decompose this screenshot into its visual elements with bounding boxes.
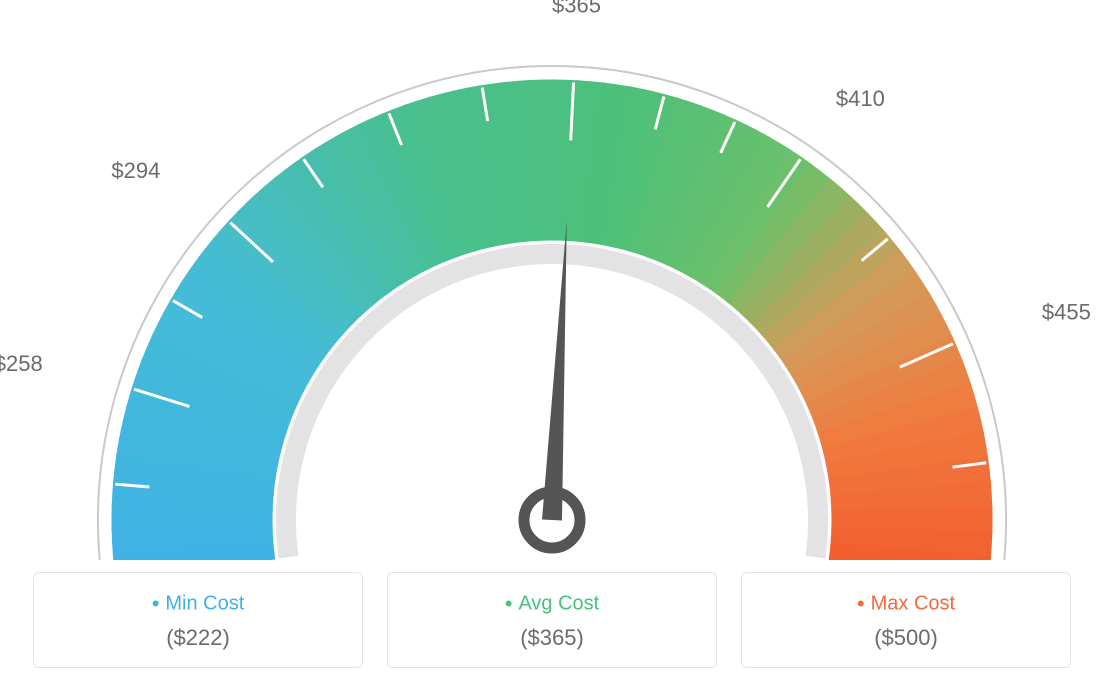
gauge-svg: $222$258$294$365$410$455$500	[0, 0, 1104, 560]
legend-dot-icon: •	[505, 591, 513, 616]
legend-label: •Avg Cost	[398, 591, 706, 617]
legend-value: ($222)	[44, 625, 352, 651]
legend-row: •Min Cost($222)•Avg Cost($365)•Max Cost(…	[0, 560, 1104, 668]
legend-label-text: Avg Cost	[518, 592, 599, 614]
gauge-needle	[542, 220, 567, 520]
legend-label-text: Min Cost	[165, 592, 244, 614]
legend-label: •Min Cost	[44, 591, 352, 617]
gauge-tick-label: $365	[552, 0, 601, 18]
legend-card-avg: •Avg Cost ($365)	[387, 572, 717, 668]
cost-gauge: $222$258$294$365$410$455$500	[0, 0, 1104, 560]
legend-card-max: • Max Cost ($500)	[741, 572, 1071, 668]
legend-label-text: Max Cost	[871, 592, 955, 614]
gauge-tick-label: $455	[1042, 300, 1091, 325]
legend-label: • Max Cost	[752, 591, 1060, 617]
legend-dot-icon: •	[152, 591, 160, 616]
legend-value: ($365)	[398, 625, 706, 651]
legend-value: ($500)	[752, 625, 1060, 651]
gauge-tick-label: $410	[836, 86, 885, 111]
legend-card-min: •Min Cost ($222)	[33, 572, 363, 668]
gauge-tick-label: $294	[111, 158, 160, 183]
gauge-tick-label: $258	[0, 351, 43, 376]
legend-dot-icon: •	[857, 591, 865, 616]
